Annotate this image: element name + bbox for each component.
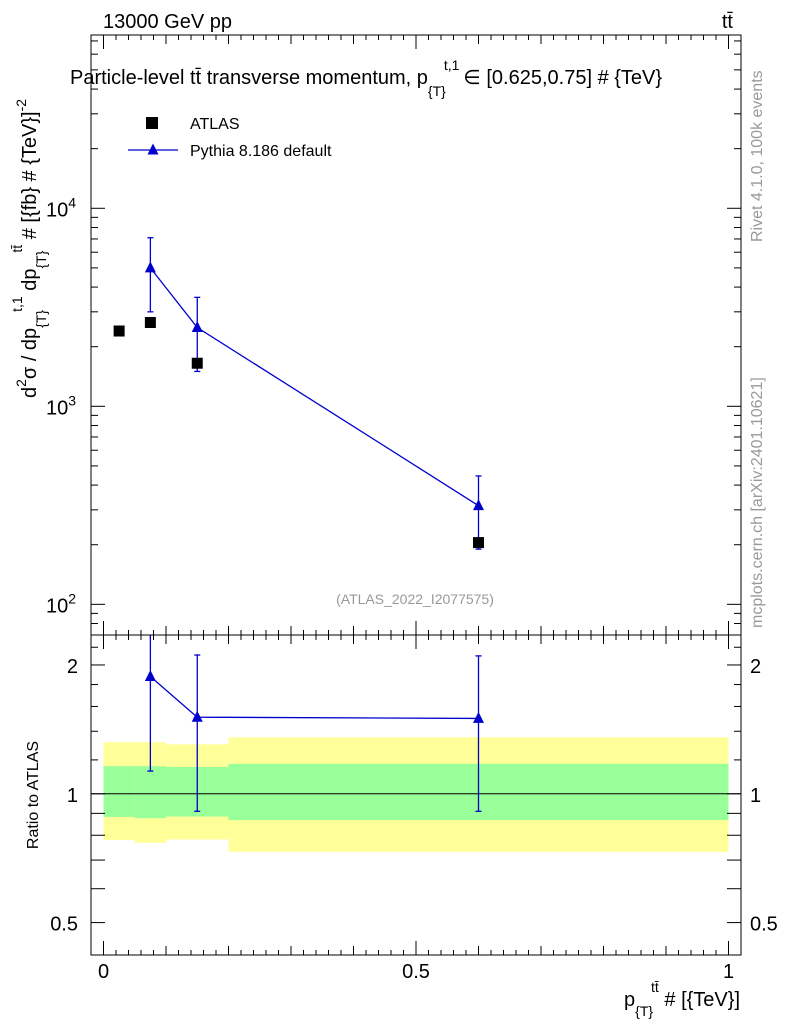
x-tick-label: 0 — [98, 961, 109, 983]
x-tick-label: 1 — [723, 961, 734, 983]
atlas-point — [144, 316, 156, 328]
ratio-pythia-line — [149, 675, 479, 720]
ratio-axis-ticks: 0 0.5 1 0.5 0.5 1 1 2 2 — [50, 635, 778, 983]
ratio-y-tick-label-right: 1 — [750, 785, 761, 807]
inner-uncertainty-band — [103, 766, 135, 817]
ratio-y-tick-label: 0.5 — [50, 914, 78, 936]
ratio-panel: 0 0.5 1 0.5 0.5 1 1 2 2 — [50, 634, 778, 983]
x-tick-label: 0.5 — [402, 961, 430, 983]
inner-uncertainty-band — [134, 766, 166, 819]
ratio-pythia-point — [473, 711, 484, 723]
atlas-point — [113, 325, 125, 337]
legend-pythia-label: Pythia 8.186 default — [190, 143, 332, 160]
atlas-point — [191, 357, 203, 369]
main-panel: (ATLAS_2022_I2077575) 102 103 104 — [46, 34, 742, 636]
chart-title: Particle-level tt̄ transverse momentum, … — [70, 57, 662, 99]
ratio-pythia-point — [144, 669, 156, 681]
rivet-version-label: Rivet 4.1.0, 100k events — [749, 70, 766, 242]
mcplots-label: mcplots.cern.ch [arXiv:2401.10621] — [749, 377, 766, 628]
ratio-y-tick-label: 1 — [67, 785, 78, 807]
y-axis-label: d2σ / dp{T}t,1 dp{T}tt̄ # [{fb} # {TeV}]… — [9, 99, 49, 398]
y-tick-label: 104 — [46, 194, 76, 221]
legend: ATLAS Pythia 8.186 default — [128, 116, 332, 160]
x-axis-label: p{T}tt̄ # [{TeV}] — [624, 979, 740, 1019]
legend-atlas-label: ATLAS — [190, 116, 240, 133]
analysis-watermark: (ATLAS_2022_I2077575) — [336, 591, 494, 607]
energy-label: 13000 GeV pp — [103, 11, 232, 33]
y-tick-label: 102 — [46, 590, 76, 617]
ratio-series-layer — [144, 635, 484, 812]
y-tick-label: 103 — [46, 392, 76, 419]
ratio-y-tick-label-right: 2 — [750, 656, 761, 678]
pythia-line — [149, 267, 479, 507]
ratio-pythia-point — [191, 710, 203, 722]
ratio-y-tick-label-right: 0.5 — [750, 914, 778, 936]
main-series-layer — [113, 237, 484, 550]
ratio-y-tick-label: 2 — [67, 656, 78, 678]
legend-pythia-marker — [147, 143, 159, 155]
main-axis-ticks: 102 103 104 — [46, 35, 741, 636]
ratio-frame — [90, 634, 742, 956]
ratio-y-axis-label: Ratio to ATLAS — [25, 741, 42, 849]
pythia-point — [191, 321, 203, 333]
pythia-point — [473, 499, 484, 511]
main-frame — [90, 34, 742, 636]
pythia-point — [144, 261, 156, 273]
atlas-point — [473, 537, 484, 549]
legend-atlas-marker — [146, 117, 158, 129]
process-label: tt̄ — [722, 11, 734, 33]
